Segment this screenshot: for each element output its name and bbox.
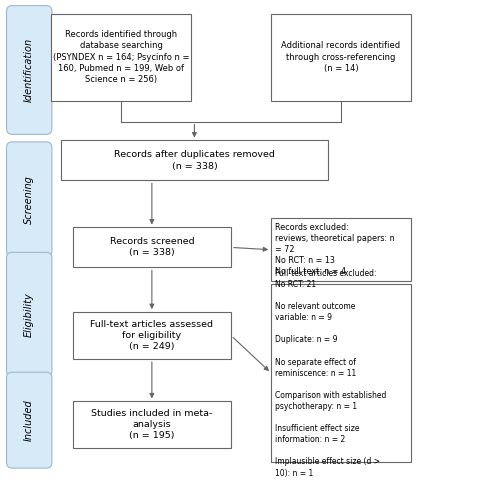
FancyBboxPatch shape [51, 14, 191, 101]
FancyBboxPatch shape [61, 140, 327, 180]
FancyBboxPatch shape [7, 372, 52, 468]
FancyBboxPatch shape [72, 312, 230, 359]
Text: Records screened
(n = 338): Records screened (n = 338) [109, 238, 194, 258]
Text: Records after duplicates removed
(n = 338): Records after duplicates removed (n = 33… [114, 150, 274, 171]
FancyBboxPatch shape [72, 402, 230, 448]
Text: Records excluded:
reviews, theoretical papers: n
= 72
No RCT: n = 13
No full tex: Records excluded: reviews, theoretical p… [275, 223, 394, 276]
FancyBboxPatch shape [271, 284, 410, 463]
Text: Screening: Screening [24, 175, 34, 224]
Text: Full-text articles excluded:
No RCT: 21

No relevant outcome
variable: n = 9

Du: Full-text articles excluded: No RCT: 21 … [275, 268, 385, 478]
FancyBboxPatch shape [72, 228, 230, 268]
Text: Eligibility: Eligibility [24, 292, 34, 337]
FancyBboxPatch shape [271, 14, 410, 101]
Text: Records identified through
database searching
(PSYNDEX n = 164; Psycinfo n =
160: Records identified through database sear… [53, 30, 189, 84]
Text: Studies included in meta-
analysis
(n = 195): Studies included in meta- analysis (n = … [91, 410, 212, 440]
FancyBboxPatch shape [7, 6, 52, 134]
FancyBboxPatch shape [271, 218, 410, 282]
Text: Included: Included [24, 400, 34, 441]
Text: Additional records identified
through cross-referencing
(n = 14): Additional records identified through cr… [281, 42, 400, 72]
Text: Identification: Identification [24, 38, 34, 102]
FancyBboxPatch shape [7, 142, 52, 256]
Text: Full-text articles assessed
for eligibility
(n = 249): Full-text articles assessed for eligibil… [90, 320, 213, 351]
FancyBboxPatch shape [7, 252, 52, 376]
